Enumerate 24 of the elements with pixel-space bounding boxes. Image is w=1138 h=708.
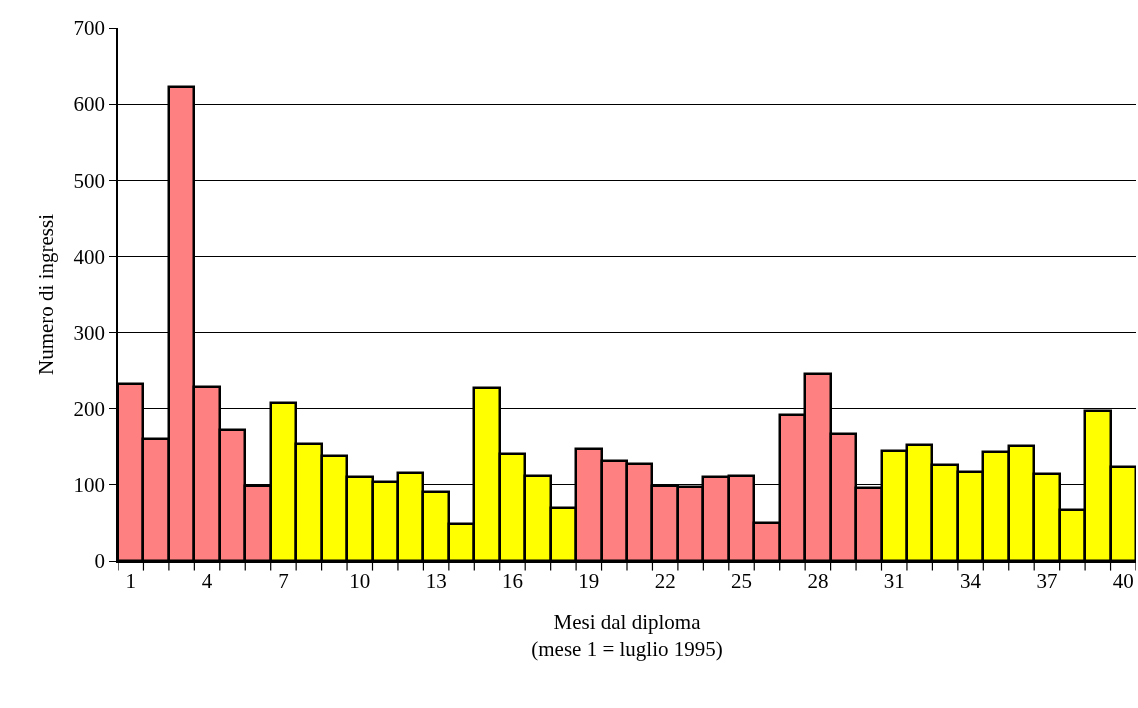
- x-tick-label: 13: [425, 568, 447, 593]
- x-tick-label: 28: [807, 568, 829, 593]
- x-tick-label: 16: [501, 568, 523, 593]
- x-tick-label: 7: [278, 568, 289, 593]
- x-tick-label: 19: [578, 568, 600, 593]
- y-tick-label: 400: [73, 244, 106, 269]
- y-axis-title: Numero di ingressi: [34, 213, 59, 375]
- x-tick-label: 31: [883, 568, 905, 593]
- y-tick-label: 300: [73, 320, 106, 345]
- x-tick-label: 10: [349, 568, 371, 593]
- y-tick-label: 200: [73, 397, 106, 422]
- y-tick-label: 600: [73, 92, 106, 117]
- x-tick-label: 34: [960, 568, 982, 593]
- y-tick-label: 700: [73, 16, 106, 41]
- x-tick-label: 40: [1112, 568, 1134, 593]
- x-tick-label: 25: [731, 568, 753, 593]
- x-axis-title: Mesi dal diploma (mese 1 = luglio 1995): [531, 609, 723, 661]
- x-tick-label: 4: [201, 568, 213, 593]
- y-tick-label: 500: [73, 168, 106, 193]
- x-tick-label: 1: [125, 568, 136, 593]
- x-tick-label: 22: [654, 568, 676, 593]
- y-tick-label: 100: [73, 473, 106, 498]
- y-tick-label: 0: [94, 549, 106, 574]
- x-tick-label: 37: [1036, 568, 1058, 593]
